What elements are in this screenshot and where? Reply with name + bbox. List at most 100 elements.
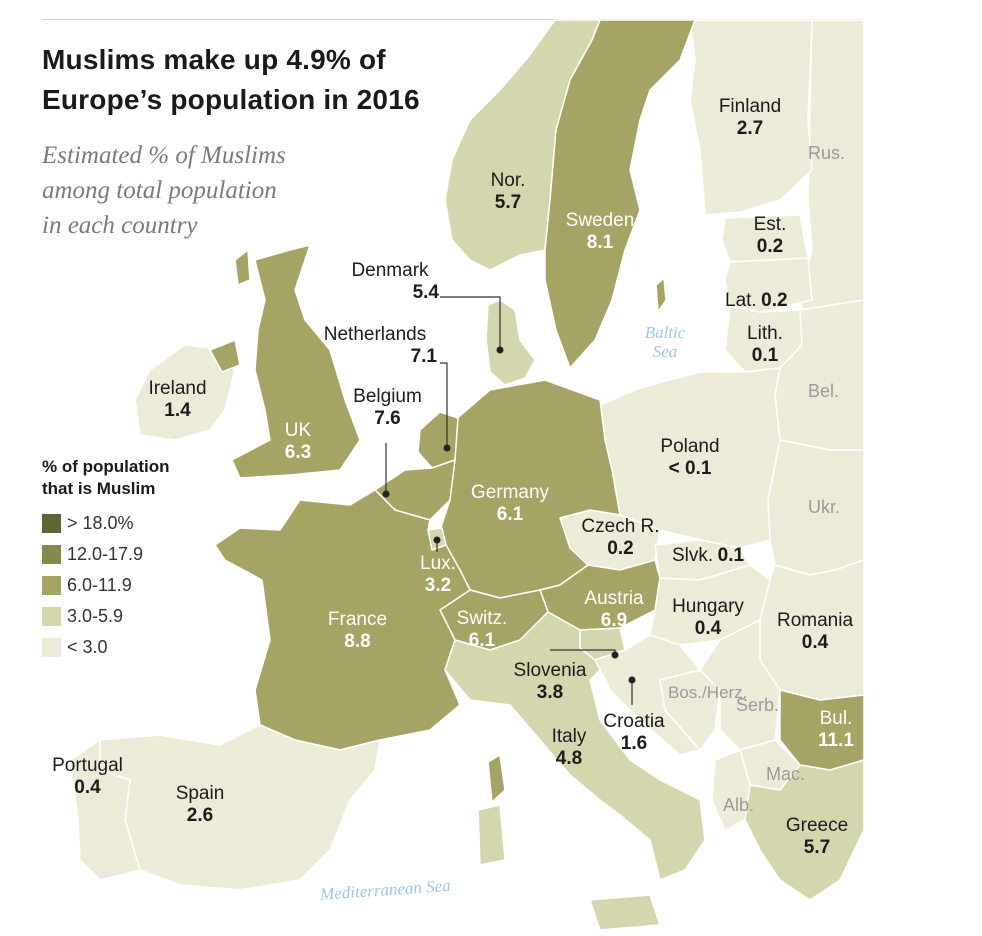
country-france[interactable] — [214, 489, 471, 751]
switzerland-name: Switz. — [456, 608, 508, 629]
legend-label: > 18.0% — [67, 513, 134, 534]
france-value: 8.8 — [344, 630, 371, 652]
estonia-name: Est. — [753, 214, 787, 235]
label-france: France 8.8 — [310, 609, 405, 653]
label-ireland: Ireland 1.4 — [135, 378, 220, 422]
leader-dot-belgium — [382, 490, 390, 498]
country-italy[interactable] — [444, 611, 706, 881]
label-luxembourg: Lux. 3.2 — [408, 553, 468, 597]
finland-name: Finland — [718, 96, 782, 117]
netherlands-value: 7.1 — [410, 345, 437, 367]
czech-value: 0.2 — [607, 537, 634, 559]
croatia-name: Croatia — [603, 711, 665, 732]
slovakia-name: Slvk. — [672, 545, 714, 566]
sweden-name: Sweden — [565, 210, 635, 231]
country-ireland[interactable] — [134, 344, 236, 441]
sweden-value: 8.1 — [586, 231, 614, 253]
country-portugal[interactable] — [69, 739, 141, 881]
label-finland: Finland 2.7 — [700, 96, 800, 140]
label-bosnia: Bos./Herz. — [668, 683, 748, 702]
label-poland: Poland < 0.1 — [640, 436, 740, 480]
romania-value: 0.4 — [801, 631, 829, 653]
legend-item: 12.0-17.9 — [42, 539, 242, 570]
legend-swatch — [42, 576, 61, 596]
hungary-value: 0.4 — [694, 617, 722, 639]
slovenia-value: 3.8 — [536, 681, 564, 703]
label-slovakia: Slvk. 0.1 — [672, 545, 772, 567]
label-greece: Greece 5.7 — [772, 815, 862, 859]
country-serbia[interactable] — [699, 619, 781, 751]
legend-swatch — [42, 638, 61, 658]
label-netherlands: Netherlands 7.1 — [305, 324, 445, 368]
label-belarus: Bel. — [808, 381, 840, 401]
legend-item: 3.0-5.9 — [42, 601, 242, 632]
legend-swatch — [42, 607, 61, 627]
austria-value: 6.9 — [600, 609, 628, 631]
belgium-name: Belgium — [353, 386, 422, 407]
title-line-1: Muslims make up 4.9% of — [42, 44, 386, 75]
denmark-value: 5.4 — [412, 281, 439, 303]
region-northern-ireland — [209, 339, 241, 373]
label-bulgaria: Bul. 11.1 — [806, 708, 866, 752]
island-sicily — [589, 894, 661, 931]
country-spain[interactable] — [99, 724, 381, 891]
spain-name: Spain — [175, 783, 225, 804]
luxembourg-value: 3.2 — [424, 574, 452, 596]
leader-dot-netherlands — [443, 444, 451, 452]
italy-value: 4.8 — [555, 747, 583, 769]
label-ukraine: Ukr. — [808, 497, 841, 517]
leader-dot-denmark — [496, 346, 504, 354]
island-corsica — [487, 754, 506, 803]
top-rule — [42, 19, 864, 20]
baltic-line-2: Sea — [652, 341, 678, 361]
bulgaria-name: Bul. — [819, 708, 853, 729]
label-slovenia: Slovenia 3.8 — [500, 660, 600, 704]
label-switzerland: Switz. 6.1 — [446, 608, 518, 652]
slovakia-value: 0.1 — [717, 545, 745, 566]
label-norway: Nor. 5.7 — [478, 170, 538, 214]
country-sweden[interactable] — [544, 19, 696, 369]
label-czech: Czech R. 0.2 — [568, 516, 673, 560]
label-uk: UK 6.3 — [268, 420, 328, 464]
belgium-value: 7.6 — [374, 407, 401, 429]
leader-netherlands — [440, 362, 448, 448]
label-austria: Austria 6.9 — [570, 588, 658, 632]
label-estonia: Est. 0.2 — [740, 214, 800, 258]
label-russia: Rus. — [808, 143, 846, 163]
country-uk[interactable] — [231, 244, 361, 479]
label-baltic-sea: Baltic Sea — [630, 323, 700, 361]
label-spain: Spain 2.6 — [160, 783, 240, 827]
island-gotland — [655, 277, 667, 313]
leader-dot-lux — [433, 536, 441, 544]
estonia-value: 0.2 — [756, 235, 784, 257]
portugal-name: Portugal — [52, 755, 123, 776]
country-finland[interactable] — [689, 19, 813, 216]
legend-label: 6.0-11.9 — [67, 575, 132, 596]
label-germany: Germany 6.1 — [455, 482, 565, 526]
legend-label: 3.0-5.9 — [67, 606, 124, 627]
denmark-name: Denmark — [351, 260, 429, 281]
norway-value: 5.7 — [494, 191, 522, 213]
label-romania: Romania 0.4 — [765, 610, 865, 654]
portugal-value: 0.4 — [74, 776, 101, 798]
croatia-value: 1.6 — [620, 732, 648, 754]
legend-swatch — [42, 545, 61, 565]
country-denmark[interactable] — [485, 299, 536, 386]
legend-title-line-1: % of population — [42, 457, 170, 476]
label-lithuania: Lith. 0.1 — [735, 323, 795, 367]
slovenia-name: Slovenia — [513, 660, 587, 681]
legend-item: < 3.0 — [42, 632, 242, 663]
country-greece[interactable] — [744, 759, 865, 901]
leader-dot-slovenia — [611, 651, 619, 659]
ireland-name: Ireland — [148, 378, 207, 399]
ireland-value: 1.4 — [164, 399, 191, 421]
legend-swatch — [42, 514, 61, 534]
subtitle-line-1: Estimated % of Muslims — [42, 142, 286, 169]
label-hungary: Hungary 0.4 — [660, 596, 756, 640]
austria-name: Austria — [584, 588, 644, 609]
luxembourg-name: Lux. — [420, 553, 456, 574]
germany-name: Germany — [470, 482, 550, 503]
label-denmark: Denmark 5.4 — [335, 260, 445, 304]
